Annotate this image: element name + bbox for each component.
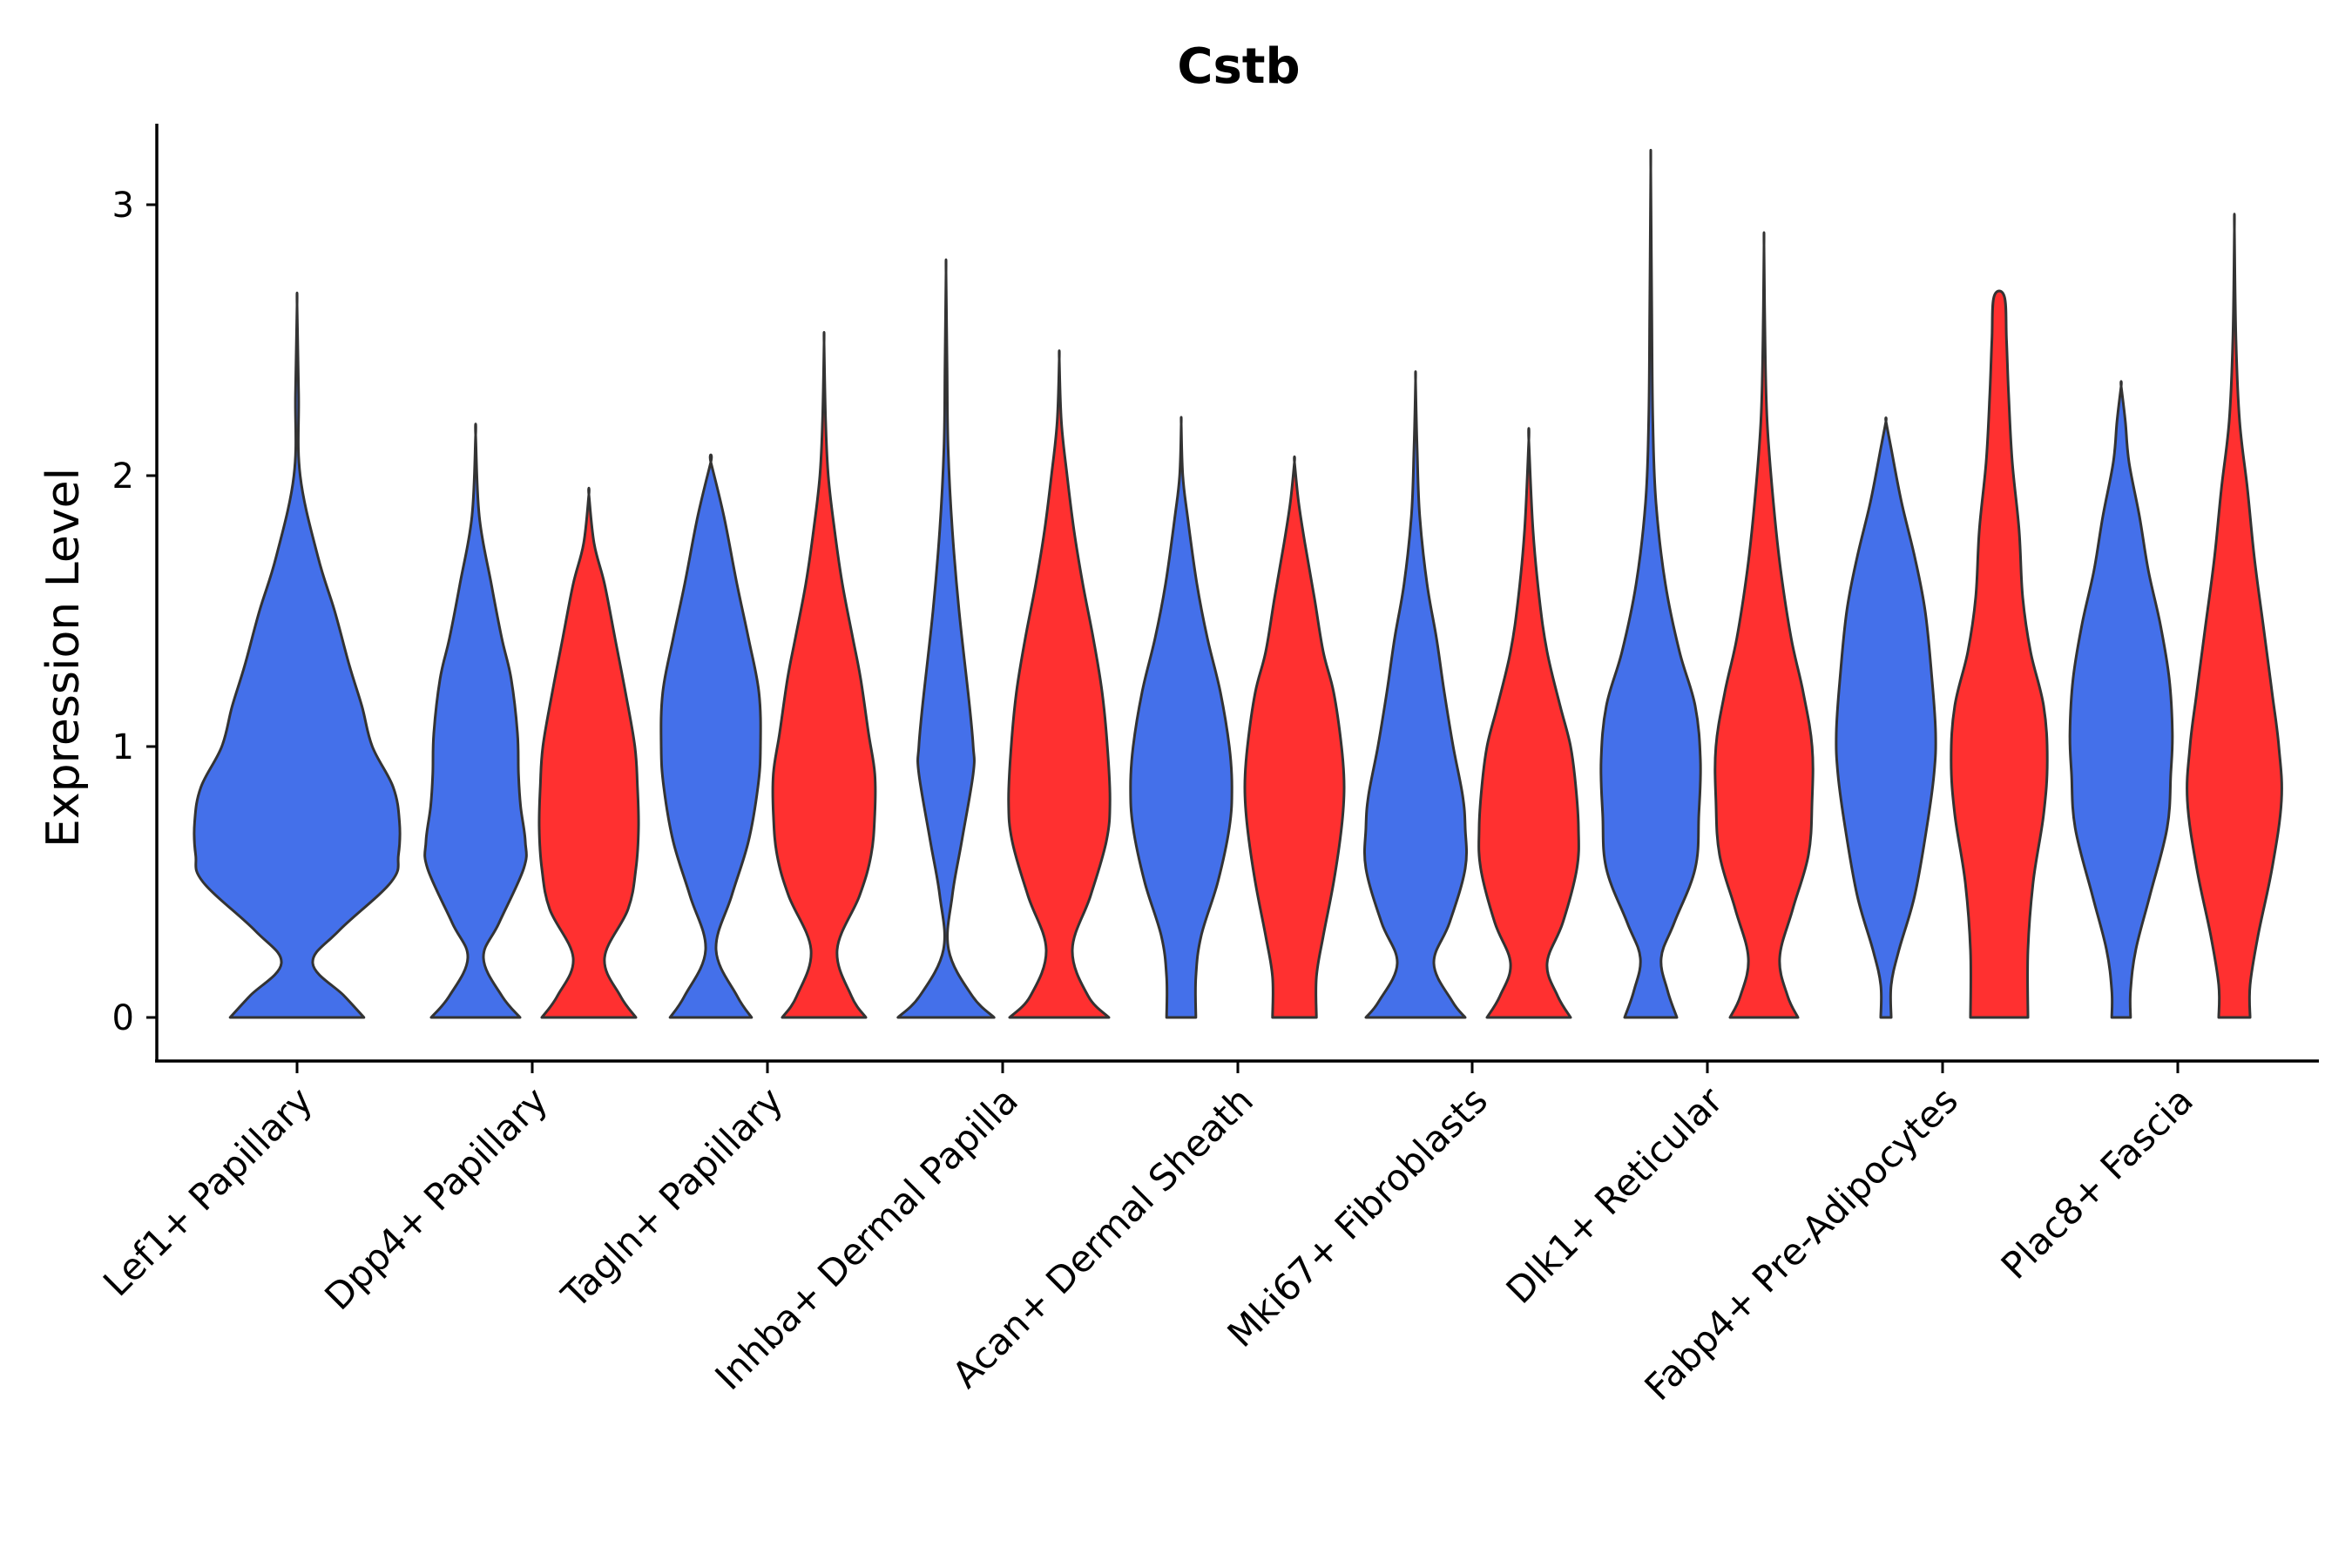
violin-plac8-fascia-1 <box>2068 380 2174 1019</box>
violin-dpp4-papillary-2 <box>537 486 640 1019</box>
y-tick-label: 1 <box>112 727 134 767</box>
violin-dpp4-papillary-1 <box>423 422 528 1019</box>
x-tick-label: Plac8+ Fascia <box>1993 1078 2201 1287</box>
y-tick-label: 3 <box>112 186 134 226</box>
violin-inhba-dermal-papilla-1 <box>896 258 996 1019</box>
x-tick-label: Tagln+ Papillary <box>553 1078 791 1316</box>
violin-tagln-papillary-1 <box>659 453 762 1019</box>
violins-layer <box>193 148 2283 1019</box>
x-tick-label: Dpp4+ Papillary <box>316 1078 556 1318</box>
y-axis-label: Expression Level <box>37 468 90 848</box>
violin-lef1-papillary-1 <box>193 291 402 1019</box>
violin-mki67-fibroblasts-2 <box>1477 427 1580 1019</box>
violin-dlk1-reticular-1 <box>1599 148 1702 1019</box>
violin-fabp4-pre-adipocytes-2 <box>1950 289 2049 1019</box>
violin-acan-dermal-sheath-2 <box>1243 455 1346 1019</box>
violin-plac8-fascia-2 <box>2186 213 2283 1019</box>
violin-tagln-papillary-2 <box>771 330 877 1019</box>
x-tick-label: Mki67+ Fibroblasts <box>1220 1078 1496 1355</box>
x-tick-label: Lef1+ Papillary <box>95 1078 321 1304</box>
violin-acan-dermal-sheath-1 <box>1129 416 1233 1019</box>
y-tick-label: 0 <box>112 998 134 1038</box>
y-ticks: 0 1 2 3 <box>112 186 157 1038</box>
chart-title: Cstb <box>1177 38 1300 95</box>
violin-inhba-dermal-papilla-2 <box>1007 349 1112 1019</box>
violin-dlk1-reticular-2 <box>1713 231 1815 1019</box>
x-tick-label: Dlk1+ Reticular <box>1498 1078 1732 1312</box>
y-tick-label: 2 <box>112 456 134 497</box>
violin-mki67-fibroblasts-1 <box>1362 370 1469 1019</box>
violin-fabp4-pre-adipocytes-1 <box>1835 416 1937 1019</box>
